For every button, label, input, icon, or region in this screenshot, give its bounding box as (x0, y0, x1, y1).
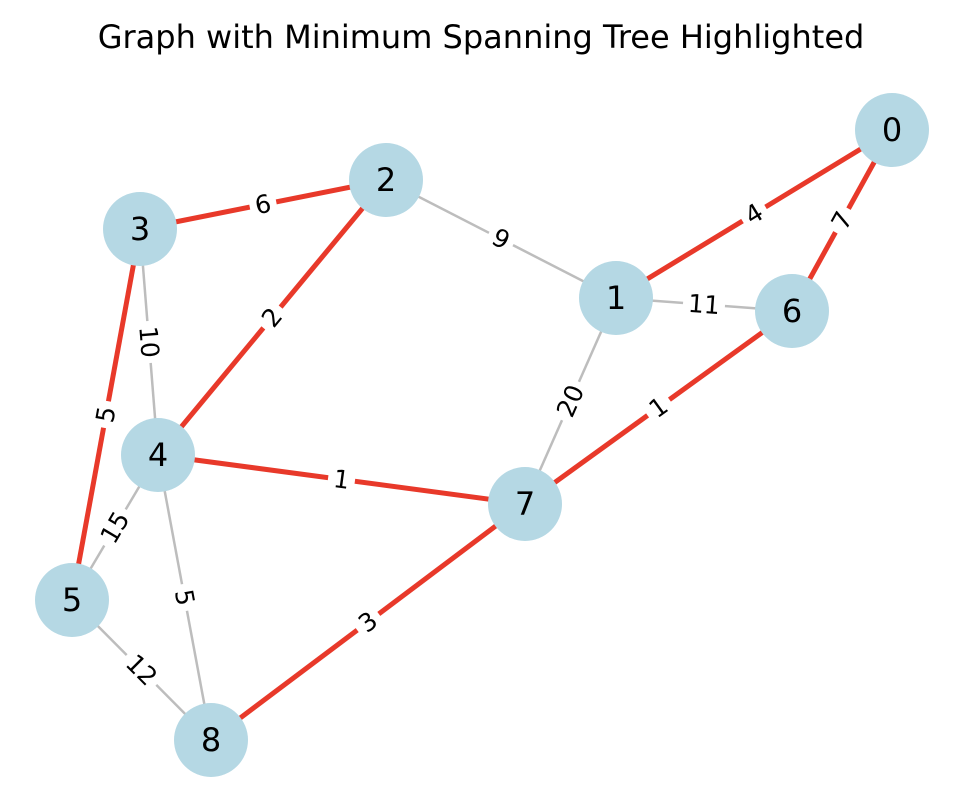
edge-weight-background (482, 220, 520, 258)
edge-weight-text: 6 (252, 189, 273, 221)
edge-weight-background (252, 298, 292, 337)
edge-weight-background (735, 195, 773, 233)
node-circle (121, 418, 195, 492)
edge-weight-0-1: 4 (735, 195, 773, 233)
edge-weight-1-7: 20 (549, 376, 592, 426)
node-label: 6 (782, 292, 802, 330)
edge-weight-background (168, 581, 201, 614)
edge-weight-text: 5 (169, 587, 200, 608)
node-circle (349, 143, 423, 217)
edge-weight-2-3: 6 (247, 188, 279, 221)
node-4: 4 (121, 418, 195, 492)
edge-weight-background (92, 502, 138, 553)
chart-title: Graph with Minimum Spanning Tree Highlig… (97, 18, 865, 56)
edge-weight-3-4: 10 (133, 319, 165, 365)
edges-layer (69, 127, 895, 742)
node-1: 1 (579, 261, 653, 335)
edge-weight-0-6: 7 (823, 201, 861, 240)
edge-weight-background (247, 188, 279, 221)
edge-weight-1-2: 9 (482, 220, 520, 258)
edge-weight-text: 5 (90, 404, 121, 425)
node-0: 0 (855, 93, 929, 167)
edge-weight-text: 10 (133, 325, 164, 359)
node-label: 2 (376, 161, 396, 199)
edge-weight-background (326, 463, 357, 496)
node-6: 6 (755, 274, 829, 348)
node-3: 3 (103, 192, 177, 266)
node-circle (103, 192, 177, 266)
edge-weight-text: 1 (332, 464, 352, 495)
node-5: 5 (35, 563, 109, 637)
edge-weight-4-7: 1 (326, 463, 357, 496)
node-circle (755, 274, 829, 348)
edge-weight-4-8: 5 (168, 581, 201, 614)
node-label: 3 (130, 210, 150, 248)
node-7: 7 (488, 467, 562, 541)
node-circle (35, 563, 109, 637)
edge-weight-3-5: 5 (89, 398, 123, 431)
node-circle (174, 703, 248, 777)
node-label: 8 (201, 721, 221, 759)
node-circle (855, 93, 929, 167)
node-8: 8 (174, 703, 248, 777)
edge-weight-background (89, 398, 123, 431)
edge-weight-background (549, 376, 592, 426)
node-circle (579, 261, 653, 335)
edge-weight-6-7: 1 (639, 388, 678, 427)
edge-weight-1-6: 11 (682, 288, 726, 321)
node-label: 1 (606, 279, 626, 317)
node-circle (488, 467, 562, 541)
node-label: 4 (148, 436, 168, 474)
node-2: 2 (349, 143, 423, 217)
edge-weight-background (116, 645, 167, 695)
edge-weight-4-5: 15 (92, 502, 138, 553)
edge-weight-background (639, 388, 678, 427)
edge-weight-background (133, 319, 165, 365)
edge-weight-text: 11 (687, 289, 721, 320)
edge-weight-background (682, 288, 726, 321)
node-label: 5 (62, 581, 82, 619)
edge-weight-7-8: 3 (348, 602, 388, 642)
edge-weight-background (823, 201, 861, 240)
node-label: 7 (515, 485, 535, 523)
node-label: 0 (882, 111, 902, 149)
nodes-layer: 0 1 2 3 4 5 6 7 8 (35, 93, 929, 777)
edge-weight-background (348, 602, 388, 642)
